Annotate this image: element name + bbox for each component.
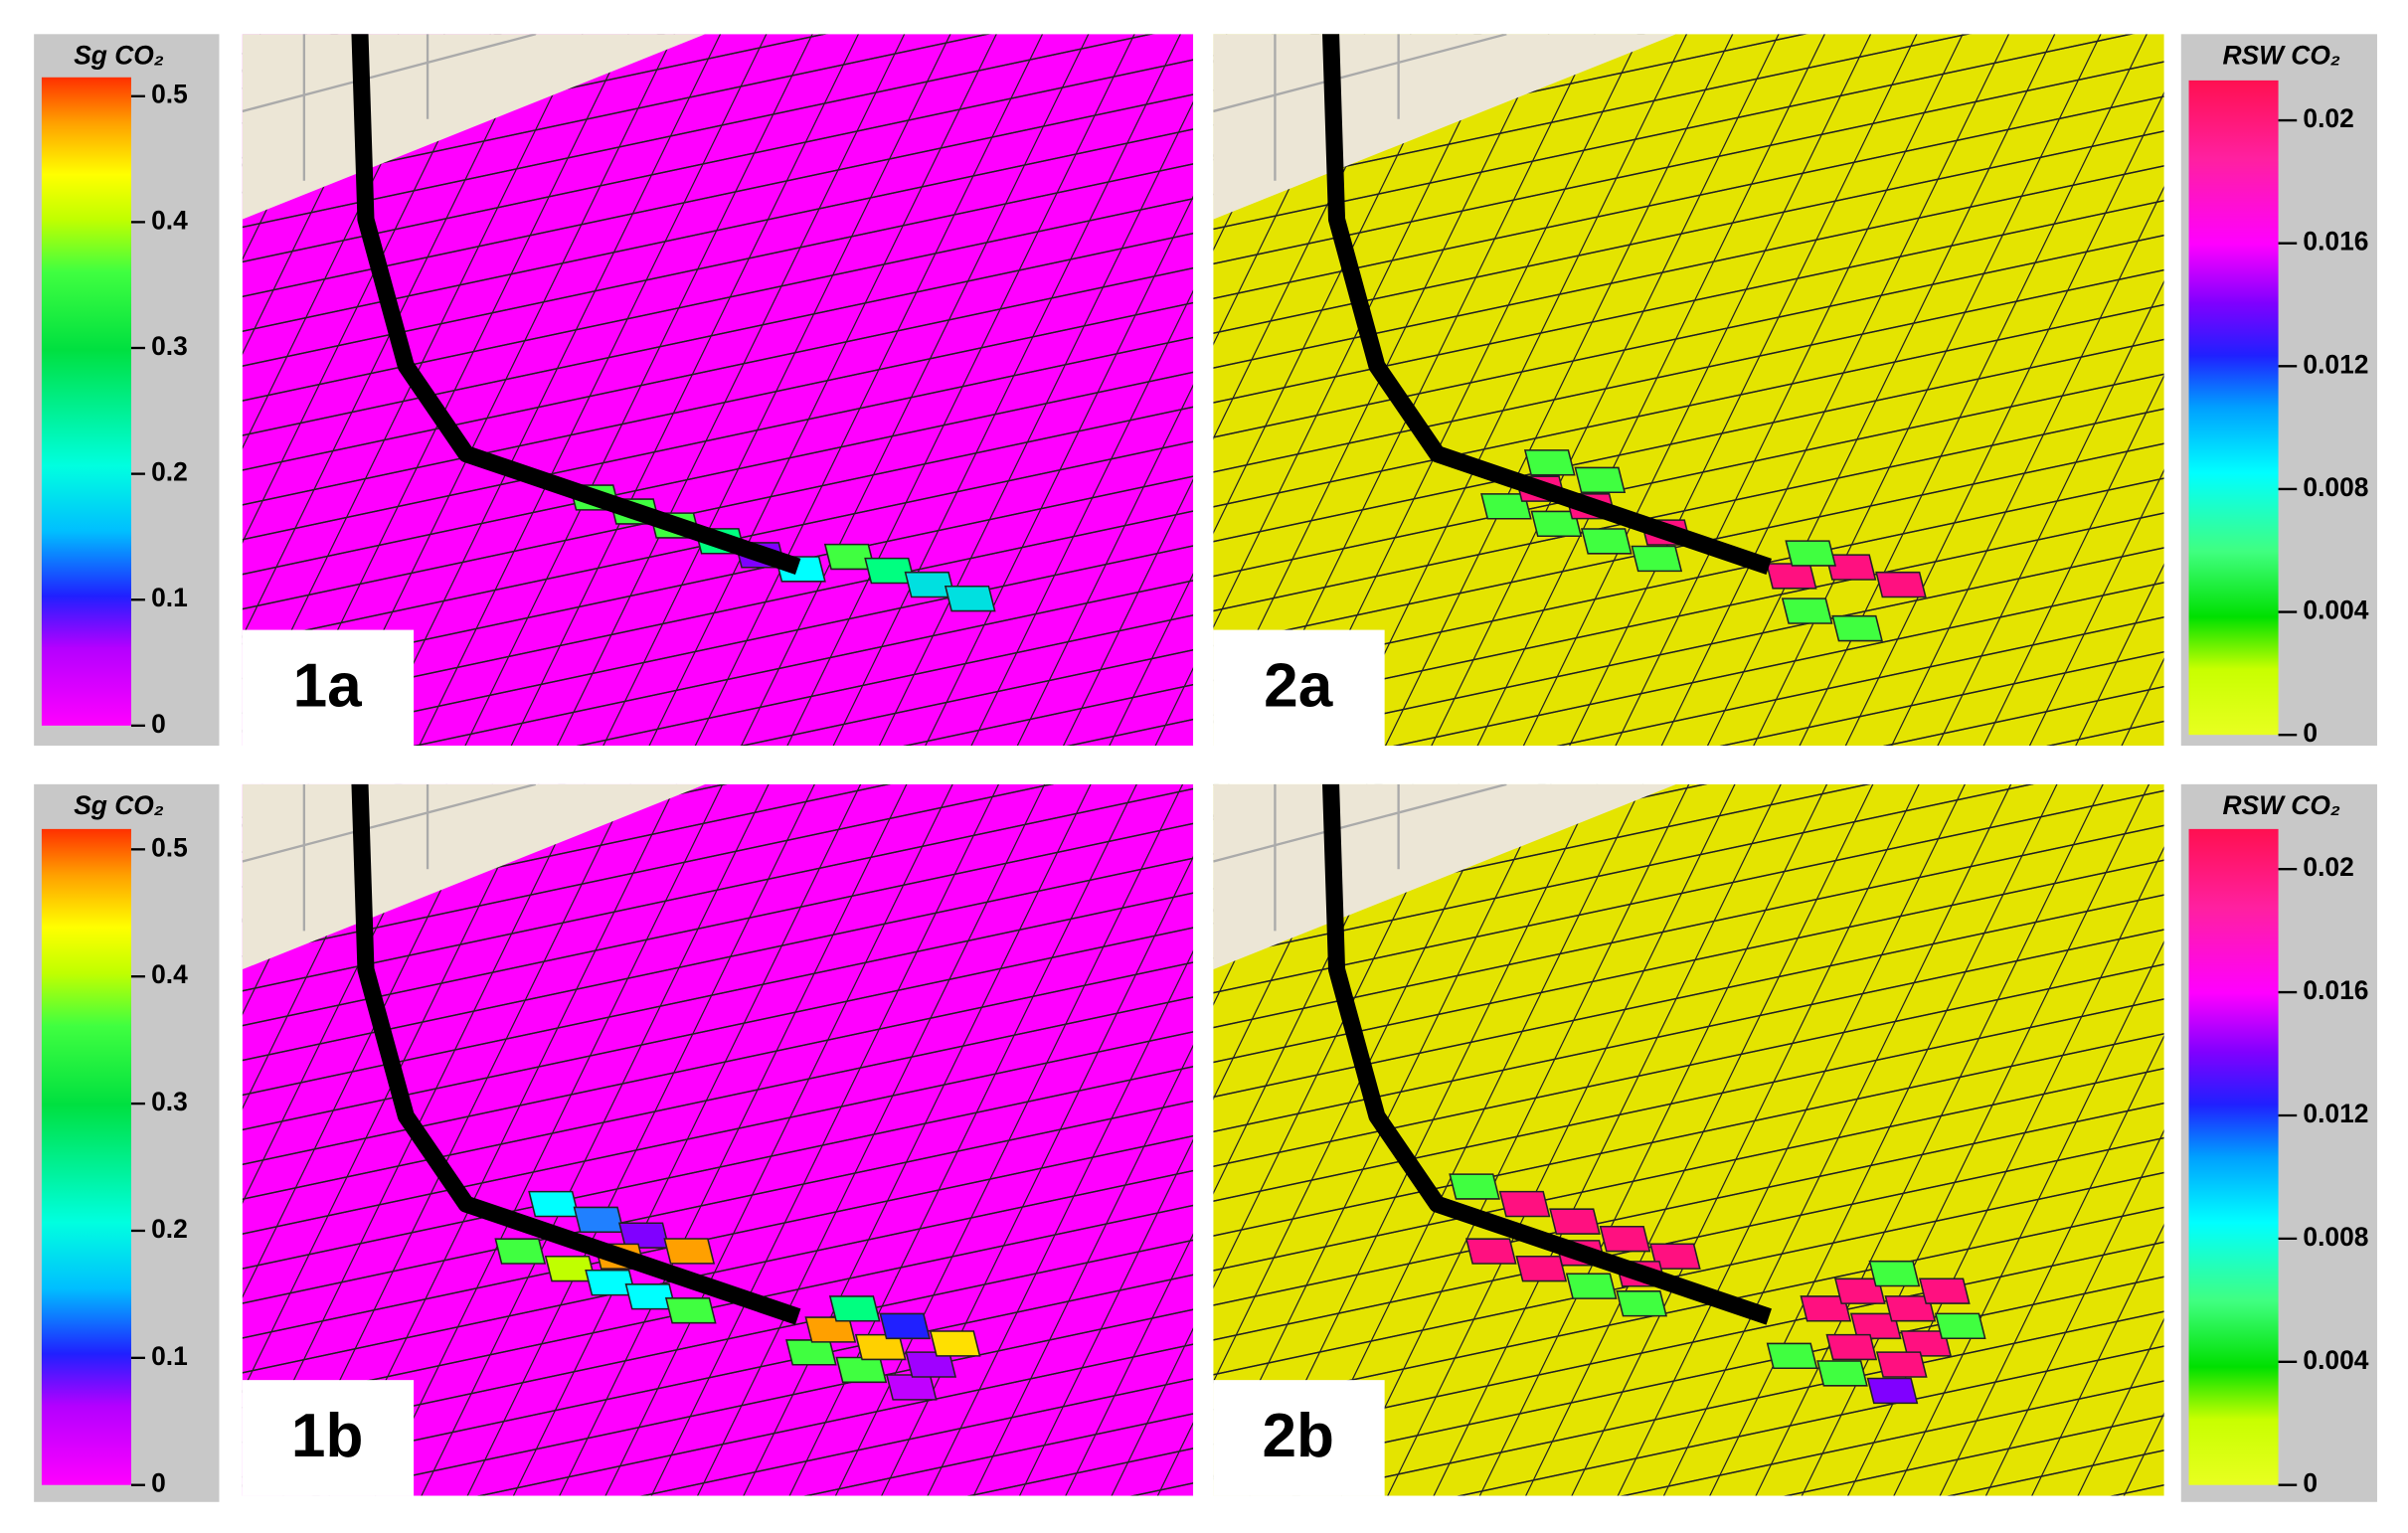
label-box xyxy=(242,1380,415,1496)
cell xyxy=(1565,1273,1618,1299)
cell xyxy=(1824,554,1877,581)
colorbar xyxy=(41,828,131,1485)
tick-label: 0.02 xyxy=(2303,852,2353,882)
tick-label: 0.008 xyxy=(2303,1222,2368,1252)
tick-label: 0.008 xyxy=(2303,472,2368,502)
cell xyxy=(835,1356,888,1384)
cell xyxy=(664,1297,717,1324)
tick-label: 0 xyxy=(151,1468,166,1498)
colorbar xyxy=(2188,828,2279,1485)
cell xyxy=(1875,571,1927,598)
cell xyxy=(1875,1351,1928,1378)
cell xyxy=(1934,1312,1986,1340)
cell xyxy=(663,1238,716,1265)
wall-lines xyxy=(1213,34,1507,181)
tick-label: 0.012 xyxy=(2303,349,2368,379)
render-panel xyxy=(242,783,1194,1496)
tick-label: 0.5 xyxy=(151,832,188,862)
cell xyxy=(1765,563,1817,590)
cell xyxy=(1831,614,1883,642)
cell xyxy=(1523,449,1576,476)
panel-label: 1a xyxy=(293,652,363,721)
panel-label: 1b xyxy=(291,1402,363,1470)
cell xyxy=(1480,493,1532,520)
cell xyxy=(885,1374,938,1401)
cell xyxy=(1549,1208,1601,1235)
cell xyxy=(1900,1330,1953,1357)
tick-label: 0.02 xyxy=(2303,103,2353,133)
cell xyxy=(1884,1295,1937,1322)
wall-lines xyxy=(242,783,537,932)
tick-label: 0.5 xyxy=(151,80,188,109)
cell xyxy=(944,585,996,612)
cell xyxy=(1498,1190,1551,1218)
cell xyxy=(1834,1278,1886,1304)
cell xyxy=(1785,540,1836,567)
cell xyxy=(1464,1238,1517,1265)
well xyxy=(1322,34,1772,576)
cell xyxy=(494,1238,547,1265)
tick-label: 0 xyxy=(2303,718,2318,748)
tick-label: 0.3 xyxy=(151,1087,188,1116)
cell xyxy=(1866,1377,1919,1405)
tick-label: 0.016 xyxy=(2303,227,2368,256)
cell xyxy=(1849,1312,1902,1340)
tick-label: 0.004 xyxy=(2303,1345,2368,1375)
tick-label: 0.1 xyxy=(151,1341,188,1371)
cell xyxy=(1580,528,1633,555)
tick-label: 0.004 xyxy=(2303,596,2368,625)
panel-label: 2a xyxy=(1264,652,1333,721)
well xyxy=(351,34,801,576)
cell xyxy=(1649,1243,1701,1270)
cell xyxy=(1766,1342,1818,1370)
cell xyxy=(1616,1290,1667,1317)
well xyxy=(351,783,801,1325)
cell xyxy=(1868,1260,1921,1287)
cell xyxy=(1515,1255,1568,1282)
cell xyxy=(1530,510,1583,538)
panel-label: 2b xyxy=(1262,1402,1333,1470)
tick-label: 0.4 xyxy=(151,205,188,235)
tick-label: 0 xyxy=(2303,1468,2318,1498)
tick-label: 0.2 xyxy=(151,1214,188,1244)
cell xyxy=(785,1339,837,1366)
render-panel xyxy=(242,34,1194,747)
tick-label: 0.4 xyxy=(151,959,188,989)
cell xyxy=(929,1330,981,1357)
cell xyxy=(1574,466,1627,494)
cell xyxy=(1800,1295,1852,1322)
tick-label: 0 xyxy=(151,709,166,739)
cell xyxy=(1816,1360,1868,1387)
cell xyxy=(1631,545,1683,573)
label-box xyxy=(1213,629,1385,747)
wall-lines xyxy=(1213,783,1507,932)
colorbar-title: RSW CO₂ xyxy=(2222,790,2339,820)
cell xyxy=(528,1190,580,1218)
tick-label: 0.3 xyxy=(151,331,188,361)
cell xyxy=(1781,597,1833,624)
cell xyxy=(573,1206,625,1234)
colorbar-title: Sg CO₂ xyxy=(74,41,164,71)
cell xyxy=(1449,1173,1500,1200)
cell xyxy=(1825,1333,1878,1361)
tick-label: 0.2 xyxy=(151,457,188,487)
colorbar-title: Sg CO₂ xyxy=(74,790,164,820)
cell xyxy=(1599,1225,1651,1253)
tick-label: 0.012 xyxy=(2303,1099,2368,1128)
well xyxy=(1322,783,1772,1325)
cell xyxy=(1919,1278,1971,1304)
label-box xyxy=(242,629,415,747)
cell xyxy=(828,1295,881,1322)
render-panel xyxy=(1213,783,2164,1496)
label-box xyxy=(1213,1380,1385,1496)
wall-lines xyxy=(242,34,537,181)
tick-label: 0.1 xyxy=(151,583,188,612)
tick-label: 0.016 xyxy=(2303,975,2368,1005)
colorbar-title: RSW CO₂ xyxy=(2222,41,2339,71)
render-panel xyxy=(1213,34,2164,747)
colorbar xyxy=(2188,80,2279,736)
colorbar xyxy=(41,77,131,726)
cell xyxy=(879,1312,932,1340)
